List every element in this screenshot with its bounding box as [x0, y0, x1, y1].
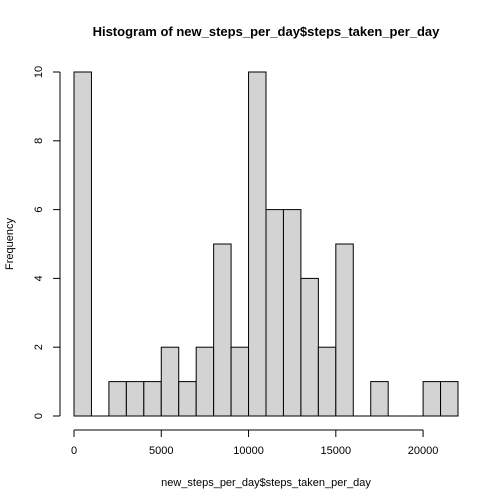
histogram-bar: [160, 346, 180, 417]
histogram-bar: [422, 381, 442, 417]
histogram-bar: [317, 346, 337, 417]
x-tick-label: 0: [71, 445, 77, 457]
histogram-bar: [195, 346, 215, 417]
x-tick-label: 5000: [149, 445, 173, 457]
histogram-bars: [73, 71, 459, 417]
histogram-bar: [125, 381, 145, 417]
x-tick-label: 15000: [321, 445, 352, 457]
histogram-bar: [282, 209, 302, 417]
histogram-bar: [335, 243, 354, 417]
histogram-bar: [248, 71, 267, 417]
y-tick-label: 2: [33, 344, 45, 350]
histogram-bar: [143, 381, 162, 417]
histogram-bar: [440, 381, 459, 417]
histogram-bar: [230, 346, 250, 417]
histogram-bar: [300, 277, 319, 417]
histogram-bar: [108, 381, 127, 417]
chart-title: Histogram of new_steps_per_day$steps_tak…: [93, 24, 441, 39]
histogram-bar: [178, 381, 197, 417]
y-tick-label: 4: [33, 275, 45, 281]
y-tick-label: 6: [33, 207, 45, 213]
x-tick-label: 20000: [408, 445, 439, 457]
x-axis-label: new_steps_per_day$steps_taken_per_day: [161, 477, 371, 489]
y-tick-label: 0: [33, 413, 45, 419]
x-tick-label: 10000: [233, 445, 264, 457]
y-tick-label: 8: [33, 138, 45, 144]
y-tick-label: 10: [33, 66, 45, 78]
histogram-bar: [213, 243, 232, 417]
y-axis: 0 2 4 6 8 10: [33, 66, 61, 419]
histogram-bar: [370, 381, 389, 417]
x-axis: 0 5000 10000 15000 20000: [71, 429, 439, 457]
histogram-bar: [265, 209, 284, 417]
histogram-bar: [73, 71, 92, 417]
y-axis-label: Frequency: [4, 218, 16, 270]
